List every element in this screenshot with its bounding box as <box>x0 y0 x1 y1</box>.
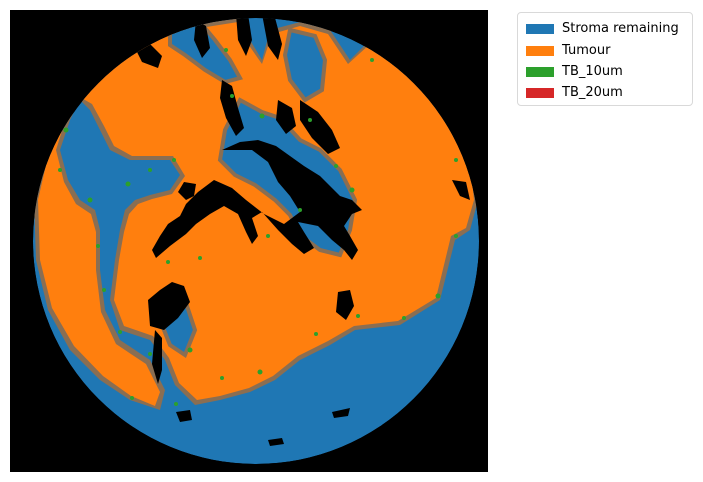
legend-swatch-tb20 <box>526 88 554 98</box>
legend-swatch-stroma <box>526 24 554 34</box>
legend-item-tb20: TB_20um <box>526 85 623 101</box>
legend-label-stroma: Stroma remaining <box>562 21 679 36</box>
legend-label-tumour: Tumour <box>562 43 611 58</box>
legend-label-tb20: TB_20um <box>562 85 623 100</box>
legend-item-tumour: Tumour <box>526 43 610 59</box>
stroma-inlet-right-top <box>282 27 328 103</box>
tissue-region <box>33 18 479 464</box>
legend-swatch-tumour <box>526 46 554 56</box>
background-gaps <box>136 18 470 446</box>
legend-item-tb10: TB_10um <box>526 64 623 80</box>
legend-label-tb10: TB_10um <box>562 64 623 79</box>
legend: Stroma remaining Tumour TB_10um TB_20um <box>517 12 693 106</box>
legend-swatch-tb10 <box>526 67 554 77</box>
legend-item-stroma: Stroma remaining <box>526 21 679 37</box>
